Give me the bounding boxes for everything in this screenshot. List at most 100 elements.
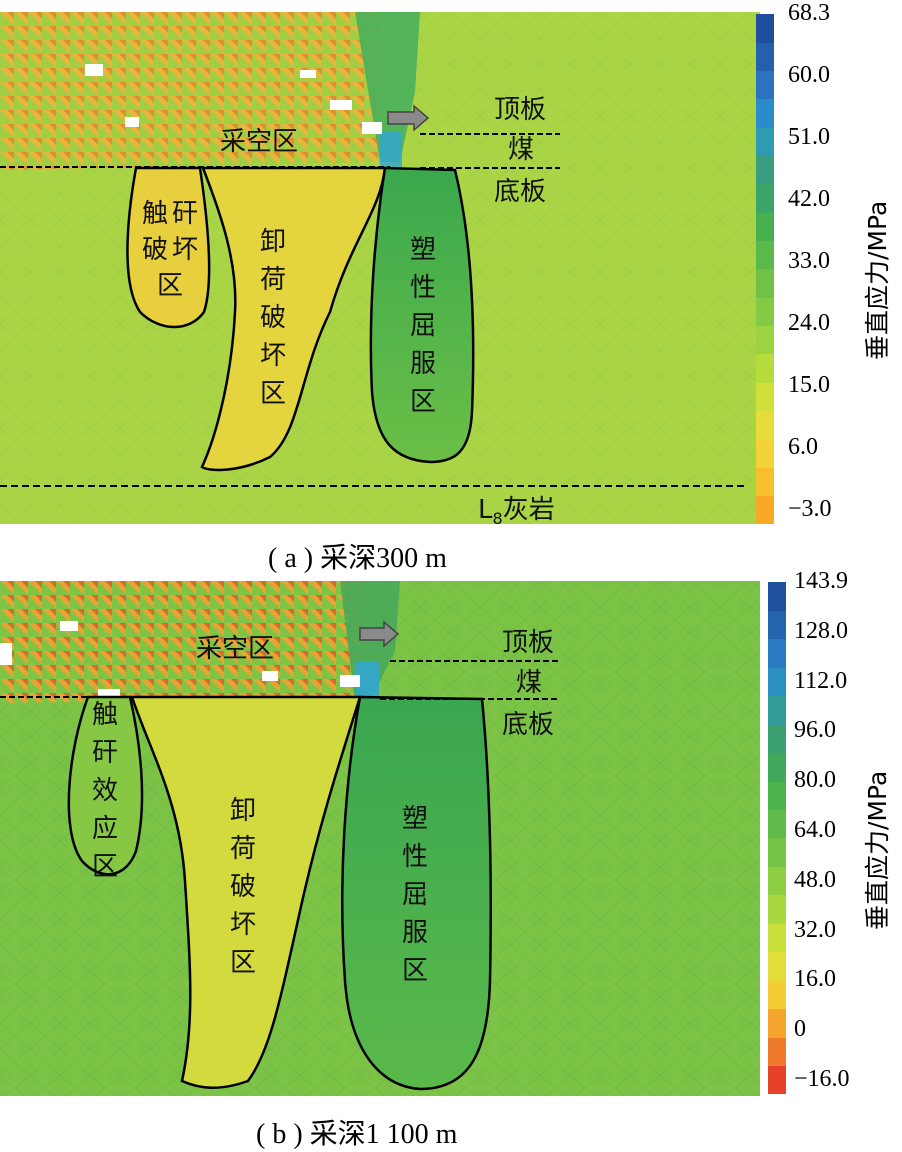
panel-b-colorbar-segment [768, 667, 786, 697]
panel-b-colorbar-segment [768, 923, 786, 953]
panel-a-colorbar-segment [756, 354, 774, 383]
panel-b-caving-zone [0, 581, 362, 703]
panel-a-touch-char: 区 [157, 271, 183, 301]
panel-a-colorbar-segment [756, 127, 774, 157]
panel-a-touch-char: 触 [142, 199, 168, 229]
panel-a-touch-char: 坏 [172, 235, 198, 265]
panel-a-colorbar-tick-label: 6.0 [788, 434, 818, 460]
panel-b-stress-map: 采空区 顶板 煤 底板 触 矸 效 应 区 卸 荷 破 坏 区 塑 性 屈 服 … [0, 581, 760, 1096]
panel-b-plastic-char: 塑 [402, 804, 428, 834]
panel-a-plastic-char: 塑 [410, 235, 436, 265]
panel-b-colorbar-tick-label: 32.0 [794, 916, 836, 943]
panel-b-unload-zone [130, 695, 362, 1089]
panel-a-limestone-label: L8灰岩 [478, 495, 555, 524]
panel-b-colorbar-segment [768, 638, 786, 668]
panel-a-coal-label: 煤 [508, 135, 534, 165]
panel-b-colorbar-segment [768, 866, 786, 896]
panel-b-colorbar-segment [768, 951, 786, 981]
panel-b-colorbar-segment [768, 610, 786, 640]
panel-b-goaf-label: 采空区 [196, 634, 274, 664]
panel-a-caving-zone [0, 12, 390, 170]
panel-a-unload-char: 荷 [260, 265, 286, 295]
panel-b-colorbar-segment [768, 724, 786, 754]
panel-a-colorbar-segment [756, 70, 774, 100]
panel-a-stress-map: 采空区 顶板 煤 底板 触 矸 破 坏 区 卸 荷 破 坏 区 塑 性 屈 服 … [0, 12, 760, 524]
panel-a-colorbar-tick-label: 68.3 [788, 0, 830, 26]
panel-a-colorbar-tick-label: 51.0 [788, 124, 830, 150]
panel-b-colorbar-tick-label: −16.0 [794, 1066, 850, 1092]
panel-b-plastic-zone [341, 695, 492, 1091]
panel-a-colorbar-segment [756, 439, 774, 468]
panel-a-colorbar [756, 14, 774, 525]
panel-a-touch-char: 矸 [172, 199, 198, 229]
panel-a-colorbar-segment [756, 297, 774, 327]
panel-a-roof-label: 顶板 [494, 95, 546, 125]
panel-b-colorbar-segment [768, 809, 786, 839]
panel-b-colorbar-segment [768, 695, 786, 725]
panel-a-plastic-char: 性 [410, 273, 436, 303]
panel-a-floor-label: 底板 [494, 177, 546, 207]
panel-b-unload-char: 破 [230, 872, 256, 902]
panel-a-colorbar-segment [756, 42, 774, 72]
panel-b-advance-arrow-icon [359, 620, 400, 648]
panel-b-colorbar-tick-label: 112.0 [794, 667, 848, 694]
panel-b-colorbar-tick-label: 0 [794, 1016, 806, 1043]
panel-b-colorbar-segment [768, 582, 786, 611]
panel-a-colorbar-segment [756, 325, 774, 355]
panel-b-colorbar-segment [768, 838, 786, 867]
panel-a-colorbar-tick-label: 24.0 [788, 310, 830, 336]
panel-b-colorbar-segment [768, 894, 786, 924]
panel-a-colorbar-segment [756, 99, 774, 128]
panel-b-unload-char: 坏 [230, 910, 256, 940]
panel-a-plastic-zone [369, 166, 475, 464]
panel-b-colorbar-title: 垂直应力/MPa [863, 770, 892, 930]
panel-a-colorbar-segment [756, 467, 774, 497]
panel-b-colorbar [768, 582, 786, 1095]
panel-b-coal-label: 煤 [516, 668, 542, 698]
panel-a-colorbar-segment [756, 495, 774, 525]
panel-b-colorbar-tick-label: 128.0 [794, 617, 848, 644]
panel-b-plastic-char: 服 [402, 918, 428, 948]
panel-a-colorbar-tick-label: 60.0 [788, 62, 830, 88]
panel-b-colorbar-tick-label: 96.0 [794, 717, 836, 744]
panel-a-unload-char: 破 [260, 303, 286, 333]
panel-b-colorbar-segment [768, 752, 786, 782]
panel-a-colorbar-segment [756, 14, 774, 43]
panel-a-touch-zone [126, 166, 211, 329]
panel-a-colorbar-tick-label: 42.0 [788, 186, 830, 212]
panel-a-colorbar-tick-label: −3.0 [788, 496, 832, 522]
panel-b-touch-char: 区 [92, 852, 118, 882]
panel-b-touch-char: 矸 [92, 738, 118, 768]
panel-a-colorbar-tick-label: 15.0 [788, 372, 830, 398]
panel-a-colorbar-segment [756, 212, 774, 242]
panel-b-unload-char: 荷 [230, 834, 256, 864]
panel-b-caption: ( b ) 采深1 100 m [256, 1119, 458, 1150]
panel-b-plastic-char: 屈 [402, 880, 428, 910]
panel-b-touch-char: 效 [92, 776, 118, 806]
panel-a-unload-char: 坏 [260, 341, 286, 371]
panel-a-colorbar-segment [756, 155, 774, 185]
panel-b-unload-char: 区 [230, 948, 256, 978]
panel-a-colorbar-segment [756, 184, 774, 213]
panel-b-touch-char: 应 [92, 814, 118, 844]
panel-b-colorbar-segment [768, 1037, 786, 1067]
panel-a-unload-char: 区 [260, 379, 286, 409]
panel-a-colorbar-segment [756, 269, 774, 298]
panel-a-goaf-label: 采空区 [220, 127, 298, 157]
panel-b-colorbar-segment [768, 1065, 786, 1095]
panel-b-touch-char: 触 [92, 700, 118, 730]
panel-b-colorbar-segment [768, 781, 786, 811]
panel-b-colorbar-tick-label: 48.0 [794, 866, 836, 893]
panel-a-colorbar-tick-label: 33.0 [788, 248, 830, 274]
panel-b-touch-zone [67, 695, 144, 876]
panel-b-colorbar-segment [768, 1008, 786, 1038]
panel-a-caption: ( a ) 采深300 m [268, 543, 447, 574]
panel-a-unload-char: 卸 [260, 227, 286, 257]
panel-a-unload-zone [200, 166, 387, 472]
panel-b-colorbar-tick-label: 143.9 [794, 568, 848, 594]
panel-a-colorbar-segment [756, 382, 774, 412]
panel-b-colorbar-tick-label: 80.0 [794, 767, 836, 794]
panel-a-colorbar-segment [756, 410, 774, 440]
panel-b-floor-label: 底板 [502, 710, 554, 740]
panel-a-plastic-char: 区 [410, 387, 436, 417]
